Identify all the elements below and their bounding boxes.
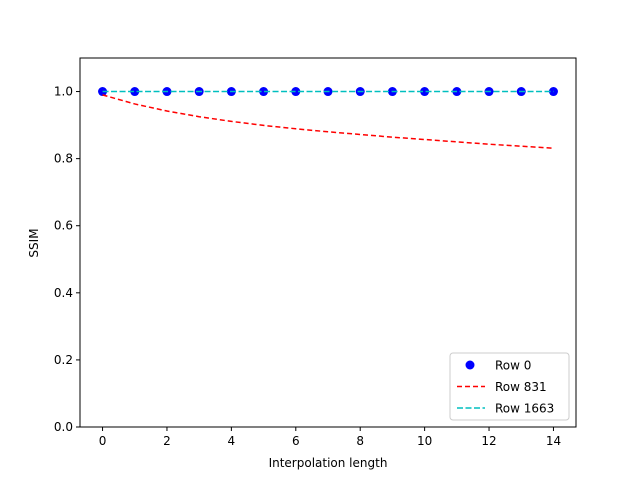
y-tick-label-4: 0.8 [54, 152, 73, 166]
x-tick-label-1: 2 [163, 434, 171, 448]
x-tick-label-6: 12 [481, 434, 496, 448]
x-tick-label-2: 4 [228, 434, 236, 448]
y-tick-label-3: 0.6 [54, 219, 73, 233]
legend: Row 0 Row 831 Row 1663 [450, 353, 569, 420]
x-tick-label-4: 8 [356, 434, 364, 448]
y-tick-label-1: 0.2 [54, 353, 73, 367]
legend-label-2: Row 1663 [495, 402, 554, 416]
legend-label-1: Row 831 [495, 380, 547, 394]
x-axis-label: Interpolation length [269, 456, 388, 470]
x-tick-label-3: 6 [292, 434, 300, 448]
legend-label-0: Row 0 [495, 359, 531, 373]
x-tick-label-7: 14 [546, 434, 561, 448]
y-tick-label-2: 0.4 [54, 286, 73, 300]
y-tick-label-5: 1.0 [54, 85, 73, 99]
y-axis-label: SSIM [27, 228, 41, 257]
legend-marker-0 [466, 361, 475, 370]
y-tick-label-0: 0.0 [54, 420, 73, 434]
x-tick-label-5: 10 [417, 434, 432, 448]
x-tick-label-0: 0 [99, 434, 107, 448]
